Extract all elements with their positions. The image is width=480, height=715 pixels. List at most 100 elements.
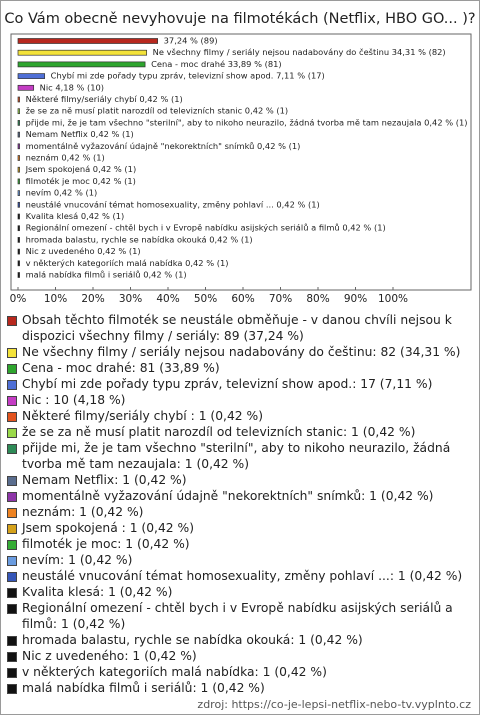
x-tick-label: 40% xyxy=(156,293,179,305)
x-tick-label: 100% xyxy=(378,293,408,305)
legend-swatch xyxy=(7,684,17,694)
value-label: neznám 0,42 % (1) xyxy=(26,153,105,163)
value-label: neustálé vnucování témat homosexuality, … xyxy=(26,199,320,209)
legend-swatch xyxy=(7,668,17,678)
bar xyxy=(17,108,20,115)
legend-item: Chybí mi zde pořady typu zpráv, televizn… xyxy=(7,376,471,392)
x-tick-label: 80% xyxy=(306,293,329,305)
x-tick-label: 70% xyxy=(269,293,292,305)
chart: Co Vám obecně nevyhovuje na filmotékách … xyxy=(4,11,475,305)
legend-swatch xyxy=(7,652,17,662)
legend-swatch xyxy=(7,316,17,326)
bar xyxy=(17,260,20,267)
value-label: Ne všechny filmy / seriály nejsou nadabo… xyxy=(153,47,446,57)
x-tick-label: 60% xyxy=(231,293,254,305)
legend-swatch xyxy=(7,604,17,614)
value-label: v některých kategoriích malá nabídka 0,4… xyxy=(26,258,229,268)
bar xyxy=(17,120,20,126)
legend-swatch xyxy=(7,396,17,406)
bar xyxy=(17,248,20,255)
plot-frame xyxy=(10,33,472,291)
bar xyxy=(17,225,20,232)
legend-label: neznám: 1 (0,42 %) xyxy=(22,505,144,519)
value-label: Některé filmy/seriály chybí 0,42 % (1) xyxy=(26,94,183,104)
x-tick-label: 10% xyxy=(44,293,67,305)
bar xyxy=(17,131,20,138)
value-label: Nic z uvedeného 0,42 % (1) xyxy=(26,246,141,256)
value-label: Nic 4,18 % (10) xyxy=(40,82,104,92)
legend-swatch xyxy=(7,508,17,518)
legend-label: přijde mi, že je tam všechno "sterilní",… xyxy=(22,441,451,471)
bar xyxy=(17,49,148,56)
legend-item: Některé filmy/seriály chybí : 1 (0,42 %) xyxy=(7,408,471,424)
legend-label: v některých kategoriích malá nabídka: 1 … xyxy=(22,665,327,679)
value-label: Cena - moc drahé 33,89 % (81) xyxy=(151,59,282,69)
legend-label: Obsah těchto filmoték se neustále obměňu… xyxy=(22,313,452,343)
legend-item: malá nabídka filmů i seriálů: 1 (0,42 %) xyxy=(7,680,471,696)
legend-swatch xyxy=(7,380,17,390)
legend-item: Kvalita klesá: 1 (0,42 %) xyxy=(7,584,471,600)
value-label: Regionální omezení - chtěl bych i v Evro… xyxy=(26,223,386,233)
bar xyxy=(17,73,46,79)
value-label: přijde mi, že je tam všechno "sterilní",… xyxy=(26,117,468,127)
bar xyxy=(17,213,20,220)
value-label: malá nabídka filmů i seriálů 0,42 % (1) xyxy=(26,270,187,280)
legend-label: nevím: 1 (0,42 %) xyxy=(22,553,133,567)
legend-label: Chybí mi zde pořady typu zpráv, televizn… xyxy=(22,377,433,391)
legend-label: hromada balastu, rychle se nabídka okouk… xyxy=(22,633,363,647)
legend-label: Kvalita klesá: 1 (0,42 %) xyxy=(22,585,173,599)
legend-label: momentálně vyžazování údajně "nekorektní… xyxy=(22,489,434,503)
legend-swatch xyxy=(7,524,17,534)
legend-item: v některých kategoriích malá nabídka: 1 … xyxy=(7,664,471,680)
bar xyxy=(17,237,20,243)
bar xyxy=(17,178,20,185)
value-label: že se za ně musí platit narozdíl od tele… xyxy=(26,106,289,116)
legend-label: Nic : 10 (4,18 %) xyxy=(22,393,126,407)
legend-label: Nic z uvedeného: 1 (0,42 %) xyxy=(22,649,197,663)
legend-swatch xyxy=(7,428,17,438)
legend-swatch xyxy=(7,540,17,550)
chart-title: Co Vám obecně nevyhovuje na filmotékách … xyxy=(4,11,475,27)
value-label: 37,24 % (89) xyxy=(164,36,218,46)
bar xyxy=(17,61,146,68)
legend-label: malá nabídka filmů i seriálů: 1 (0,42 %) xyxy=(22,681,265,695)
bar xyxy=(17,84,35,91)
legend-label: Některé filmy/seriály chybí : 1 (0,42 %) xyxy=(22,409,263,423)
bar xyxy=(17,96,20,103)
bar xyxy=(17,190,20,196)
legend-item: Nic z uvedeného: 1 (0,42 %) xyxy=(7,648,471,664)
value-label: filmoték je moc 0,42 % (1) xyxy=(26,176,136,186)
legend-item: nevím: 1 (0,42 %) xyxy=(7,552,471,568)
bar xyxy=(17,166,20,173)
legend-swatch xyxy=(7,636,17,646)
bar xyxy=(17,201,20,208)
x-tick-label: 90% xyxy=(344,293,367,305)
legend-item: Regionální omezení - chtěl bych i v Evro… xyxy=(7,600,471,632)
legend-item: Ne všechny filmy / seriály nejsou nadabo… xyxy=(7,344,471,360)
legend-label: že se za ně musí platit narozdíl od tele… xyxy=(22,425,416,439)
legend-item: neznám: 1 (0,42 %) xyxy=(7,504,471,520)
value-label: Jsem spokojená 0,42 % (1) xyxy=(25,164,137,174)
legend-item: neustálé vnucování témat homosexuality, … xyxy=(7,568,471,584)
bar xyxy=(17,155,20,161)
legend-swatch xyxy=(7,412,17,422)
legend: Obsah těchto filmoték se neustále obměňu… xyxy=(7,312,471,696)
legend-label: Nemam Netflix: 1 (0,42 %) xyxy=(22,473,187,487)
value-label: momentálně vyžazování údajně "nekorektní… xyxy=(26,141,301,151)
value-label: Kvalita klesá 0,42 % (1) xyxy=(26,211,125,221)
legend-label: Jsem spokojená : 1 (0,42 %) xyxy=(22,521,195,535)
bar xyxy=(17,38,158,44)
legend-swatch xyxy=(7,476,17,486)
legend-item: Obsah těchto filmoték se neustále obměňu… xyxy=(7,312,471,344)
x-tick-label: 30% xyxy=(119,293,142,305)
x-tick-label: 0% xyxy=(10,293,27,305)
legend-label: Regionální omezení - chtěl bych i v Evro… xyxy=(22,601,453,631)
bar xyxy=(17,272,20,278)
bar xyxy=(17,143,20,150)
legend-item: Jsem spokojená : 1 (0,42 %) xyxy=(7,520,471,536)
legend-item: Cena - moc drahé: 81 (33,89 %) xyxy=(7,360,471,376)
legend-label: neustálé vnucování témat homosexuality, … xyxy=(22,569,463,583)
legend-label: filmoték je moc: 1 (0,42 %) xyxy=(22,537,190,551)
legend-label: Ne všechny filmy / seriály nejsou nadabo… xyxy=(22,345,461,359)
